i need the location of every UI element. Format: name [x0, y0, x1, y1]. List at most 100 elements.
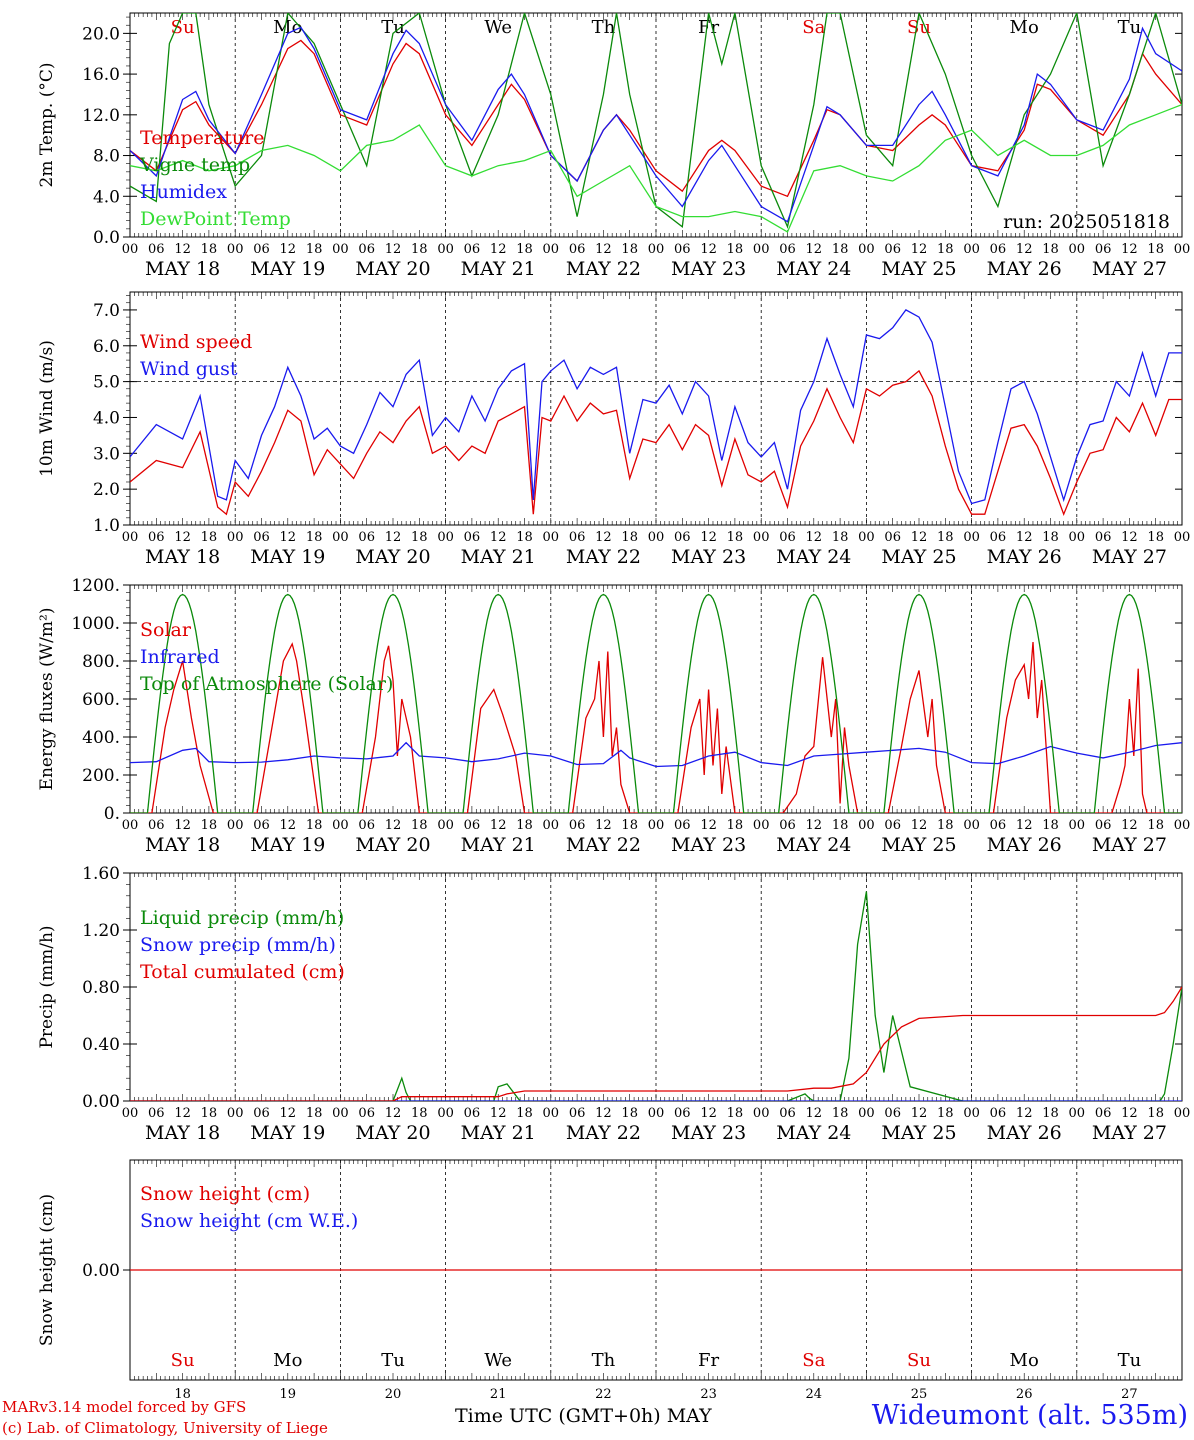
date-label: MAY 27: [1092, 834, 1167, 856]
hour-tick-label: 18: [1147, 818, 1164, 833]
hour-tick-label: 12: [595, 242, 612, 257]
hour-tick-label: 06: [253, 242, 270, 257]
hour-tick-label: 12: [385, 530, 402, 545]
hour-tick-label: 12: [595, 530, 612, 545]
date-label: MAY 26: [987, 546, 1062, 568]
hour-tick-label: 00: [1174, 1106, 1191, 1121]
hour-tick-label: 12: [1121, 1106, 1138, 1121]
y-tick-label: 1.0: [93, 516, 120, 536]
date-label: MAY 24: [776, 546, 851, 568]
hour-tick-label: 06: [990, 242, 1007, 257]
hour-tick-label: 00: [1174, 530, 1191, 545]
series-line: [130, 641, 1182, 813]
hour-tick-label: 00: [858, 242, 875, 257]
hour-tick-label: 00: [858, 818, 875, 833]
hour-tick-label: 00: [543, 530, 560, 545]
hour-tick-label: 18: [1042, 530, 1059, 545]
date-label: MAY 24: [776, 258, 851, 280]
hour-tick-label: 00: [963, 1106, 980, 1121]
hour-tick-label: 18: [937, 1106, 954, 1121]
weekday-label: Tu: [1118, 1350, 1142, 1371]
date-label: MAY 23: [671, 1122, 746, 1144]
hour-tick-label: 00: [543, 242, 560, 257]
hour-tick-label: 06: [358, 818, 375, 833]
y-tick-label: 0.80: [82, 978, 120, 998]
hour-tick-label: 12: [174, 242, 191, 257]
day-number-label: 25: [911, 1387, 928, 1402]
hour-tick-label: 06: [464, 818, 481, 833]
hour-tick-label: 18: [621, 818, 638, 833]
weekday-label: Tu: [1118, 17, 1142, 38]
hour-tick-label: 12: [1016, 242, 1033, 257]
hour-tick-label: 00: [858, 1106, 875, 1121]
weekday-label: Su: [171, 1350, 195, 1371]
weekday-label: Th: [592, 1350, 616, 1371]
y-tick-label: 0.00: [82, 1092, 120, 1112]
hour-tick-label: 06: [779, 530, 796, 545]
hour-tick-label: 18: [937, 242, 954, 257]
hour-tick-label: 12: [385, 1106, 402, 1121]
hour-tick-label: 00: [227, 818, 244, 833]
weekday-label: Mo: [1010, 1350, 1039, 1371]
series-line: [130, 593, 1182, 813]
hour-tick-label: 18: [516, 1106, 533, 1121]
date-label: MAY 20: [355, 1122, 430, 1144]
hour-tick-label: 06: [779, 818, 796, 833]
hour-tick-label: 00: [437, 242, 454, 257]
hour-tick-label: 18: [832, 530, 849, 545]
hour-tick-label: 06: [464, 242, 481, 257]
y-tick-label: 1200.: [71, 576, 120, 596]
hour-tick-label: 12: [280, 818, 297, 833]
hour-tick-label: 06: [674, 1106, 691, 1121]
date-label: MAY 27: [1092, 546, 1167, 568]
hour-tick-label: 18: [832, 242, 849, 257]
hour-tick-label: 00: [1069, 818, 1086, 833]
hour-tick-label: 00: [122, 1106, 139, 1121]
legend-entry: Snow height (cm): [140, 1183, 310, 1205]
hour-tick-label: 18: [201, 242, 218, 257]
hour-tick-label: 12: [385, 818, 402, 833]
weekday-label: Tu: [381, 1350, 405, 1371]
date-label: MAY 18: [145, 834, 220, 856]
hour-tick-label: 18: [411, 530, 428, 545]
time-axis-label: Time UTC (GMT+0h) MAY: [455, 1405, 712, 1427]
hour-tick-label: 00: [1069, 242, 1086, 257]
hour-tick-label: 12: [806, 1106, 823, 1121]
hour-tick-label: 12: [700, 818, 717, 833]
hour-tick-label: 12: [280, 1106, 297, 1121]
y-axis-label: 2m Temp. (°C): [37, 62, 57, 187]
date-label: MAY 26: [987, 1122, 1062, 1144]
hour-tick-label: 12: [280, 530, 297, 545]
y-tick-label: 1000.: [71, 614, 120, 634]
y-tick-label: 16.0: [82, 65, 120, 85]
series-line: [130, 741, 1182, 768]
weekday-label: We: [484, 1350, 512, 1371]
weekday-label: Mo: [1010, 17, 1039, 38]
y-tick-label: 20.0: [82, 24, 120, 44]
weekday-label: Su: [907, 1350, 931, 1371]
day-number-label: 21: [490, 1387, 507, 1402]
hour-tick-label: 12: [1016, 1106, 1033, 1121]
hour-tick-label: 06: [148, 530, 165, 545]
series-line: [130, 26, 1182, 223]
y-axis-label: Precip (mm/h): [37, 925, 57, 1048]
hour-tick-label: 00: [753, 818, 770, 833]
hour-tick-label: 06: [253, 818, 270, 833]
series-line: [130, 309, 1182, 505]
weekday-label: Su: [907, 17, 931, 38]
y-tick-label: 800.: [82, 652, 120, 672]
hour-tick-label: 18: [1042, 242, 1059, 257]
hour-tick-label: 00: [437, 818, 454, 833]
hour-tick-label: 00: [227, 1106, 244, 1121]
y-tick-label: 0.40: [82, 1035, 120, 1055]
hour-tick-label: 06: [674, 530, 691, 545]
hour-tick-label: 00: [753, 242, 770, 257]
hour-tick-label: 06: [358, 242, 375, 257]
hour-tick-label: 18: [411, 818, 428, 833]
y-tick-label: 1.60: [82, 864, 120, 884]
date-label: MAY 19: [250, 834, 325, 856]
y-tick-label: 0.00: [82, 1261, 120, 1281]
hour-tick-label: 00: [648, 242, 665, 257]
legend-entry: Snow precip (mm/h): [140, 934, 336, 956]
y-tick-label: 4.0: [93, 408, 120, 428]
